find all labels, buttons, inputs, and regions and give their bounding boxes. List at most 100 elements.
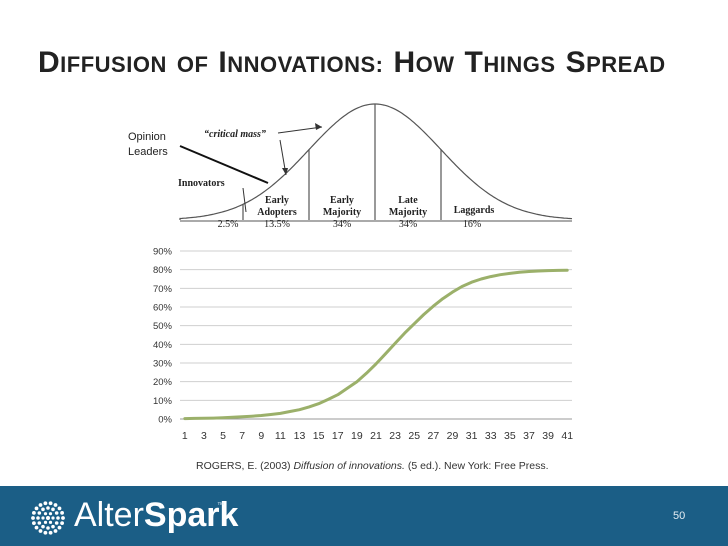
logo-dot bbox=[56, 516, 60, 520]
x-tick-label: 13 bbox=[294, 430, 306, 442]
logo-dot bbox=[46, 516, 50, 520]
title-word: OF bbox=[176, 52, 209, 77]
x-tick-label: 25 bbox=[408, 430, 420, 442]
segment-share: 2.5% bbox=[218, 219, 239, 230]
x-tick-label: 41 bbox=[561, 430, 573, 442]
logo-dot bbox=[57, 525, 62, 530]
x-tick-label: 23 bbox=[389, 430, 401, 442]
critical-mass-label: “critical mass” bbox=[204, 129, 266, 140]
citation: ROGERS, E. (2003) Diffusion of innovatio… bbox=[196, 460, 549, 472]
logo-dot bbox=[43, 530, 48, 535]
logo-dot bbox=[36, 516, 40, 520]
x-tick-label: 27 bbox=[428, 430, 440, 442]
logo-dot bbox=[38, 529, 43, 533]
x-tick-label: 15 bbox=[313, 430, 325, 442]
logo-dot bbox=[34, 525, 39, 530]
x-tick-label: 17 bbox=[332, 430, 344, 442]
logo-dot bbox=[51, 524, 55, 529]
footer-bar bbox=[0, 486, 728, 546]
logo-dot bbox=[32, 510, 36, 515]
title-word: INNOVATIONS: bbox=[218, 46, 384, 79]
segment-share: 13.5% bbox=[264, 219, 290, 230]
opinion-leaders-label: Opinion Leaders bbox=[128, 131, 168, 158]
title-word: THINGS bbox=[464, 46, 556, 79]
trademark: ™ bbox=[217, 502, 224, 509]
opinion-leaders-pointer bbox=[179, 145, 269, 184]
y-tick-label: 0% bbox=[158, 415, 172, 426]
y-tick-label: 90% bbox=[153, 247, 173, 258]
logo-dot bbox=[31, 516, 35, 520]
logo-dot bbox=[41, 507, 45, 512]
segment-name: Majority bbox=[389, 207, 427, 218]
segment-name: Late bbox=[398, 195, 418, 206]
segment-name: Laggards bbox=[454, 205, 495, 216]
y-tick-label: 20% bbox=[153, 377, 173, 388]
logo-dot bbox=[34, 506, 39, 511]
x-tick-label: 19 bbox=[351, 430, 363, 442]
segment-name: Early bbox=[265, 195, 289, 206]
x-tick-label: 1 bbox=[182, 430, 188, 442]
x-tick-label: 7 bbox=[239, 430, 245, 442]
x-tick-label: 31 bbox=[466, 430, 478, 442]
logo-dot bbox=[38, 503, 43, 507]
segment-name: Adopters bbox=[257, 207, 297, 218]
x-tick-label: 3 bbox=[201, 430, 207, 442]
x-tick-label: 29 bbox=[447, 430, 459, 442]
logo-dot bbox=[43, 512, 48, 516]
y-tick-label: 80% bbox=[153, 265, 173, 276]
x-tick-label: 33 bbox=[485, 430, 497, 442]
page-number: 50 bbox=[673, 510, 686, 522]
segment-share: 16% bbox=[463, 219, 481, 230]
title-word: DIFFUSION bbox=[38, 46, 167, 79]
y-tick-label: 40% bbox=[153, 340, 173, 351]
segment-name: Majority bbox=[323, 207, 361, 218]
logo-dot bbox=[37, 511, 42, 515]
logo-dot bbox=[37, 521, 42, 525]
segment-name: Early bbox=[330, 195, 354, 206]
x-tick-label: 35 bbox=[504, 430, 516, 442]
logo-dot bbox=[53, 503, 58, 507]
logo-dot bbox=[46, 506, 50, 510]
x-tick-label: 39 bbox=[542, 430, 554, 442]
title-word: SPREAD bbox=[565, 46, 666, 79]
y-tick-label: 10% bbox=[153, 396, 173, 407]
logo-dot bbox=[48, 520, 53, 524]
logo-dot bbox=[41, 524, 45, 529]
logo-dot bbox=[53, 529, 58, 533]
logo-dot bbox=[32, 521, 36, 526]
logo-dot bbox=[43, 501, 48, 506]
x-tick-label: 37 bbox=[523, 430, 535, 442]
logo-dot bbox=[48, 512, 53, 516]
logo-dot bbox=[48, 501, 53, 506]
y-tick-label: 70% bbox=[153, 284, 173, 295]
cumulative-adoption-chart: 0%10%20%30%40%50%60%70%80%90%1 3 5 7 9 11 13 15… bbox=[153, 247, 573, 443]
logo-dot bbox=[60, 510, 64, 515]
logo-dot bbox=[54, 511, 59, 515]
y-tick-label: 60% bbox=[153, 303, 173, 314]
logo-dot bbox=[51, 516, 55, 520]
segment-share: 34% bbox=[333, 219, 351, 230]
x-tick-label: 9 bbox=[258, 430, 264, 442]
logo-dot bbox=[60, 521, 64, 526]
x-tick-label: 11 bbox=[275, 430, 286, 442]
adoption-series-line bbox=[183, 268, 569, 421]
logo-dot bbox=[46, 526, 50, 530]
logo-dot bbox=[43, 520, 48, 524]
logo-dot bbox=[57, 506, 62, 511]
x-tick-label: 5 bbox=[220, 430, 226, 442]
innovators-label: Innovators bbox=[178, 178, 225, 189]
starburst-dots-icon bbox=[31, 501, 65, 535]
logo-dot bbox=[54, 521, 59, 525]
y-tick-label: 30% bbox=[153, 359, 173, 370]
logo-dot bbox=[48, 530, 53, 535]
bell-curve-line bbox=[179, 103, 573, 220]
title-word: HOW bbox=[393, 46, 455, 79]
logo-dot bbox=[41, 516, 45, 520]
brand-name: AlterSpark bbox=[74, 496, 239, 534]
slide-title: DIFFUSION OF INNOVATIONS: HOW THINGS SPREAD bbox=[38, 46, 676, 80]
x-tick-label: 21 bbox=[370, 430, 382, 442]
logo-dot bbox=[61, 516, 65, 520]
y-tick-label: 50% bbox=[153, 321, 173, 332]
logo-dot bbox=[51, 507, 55, 512]
